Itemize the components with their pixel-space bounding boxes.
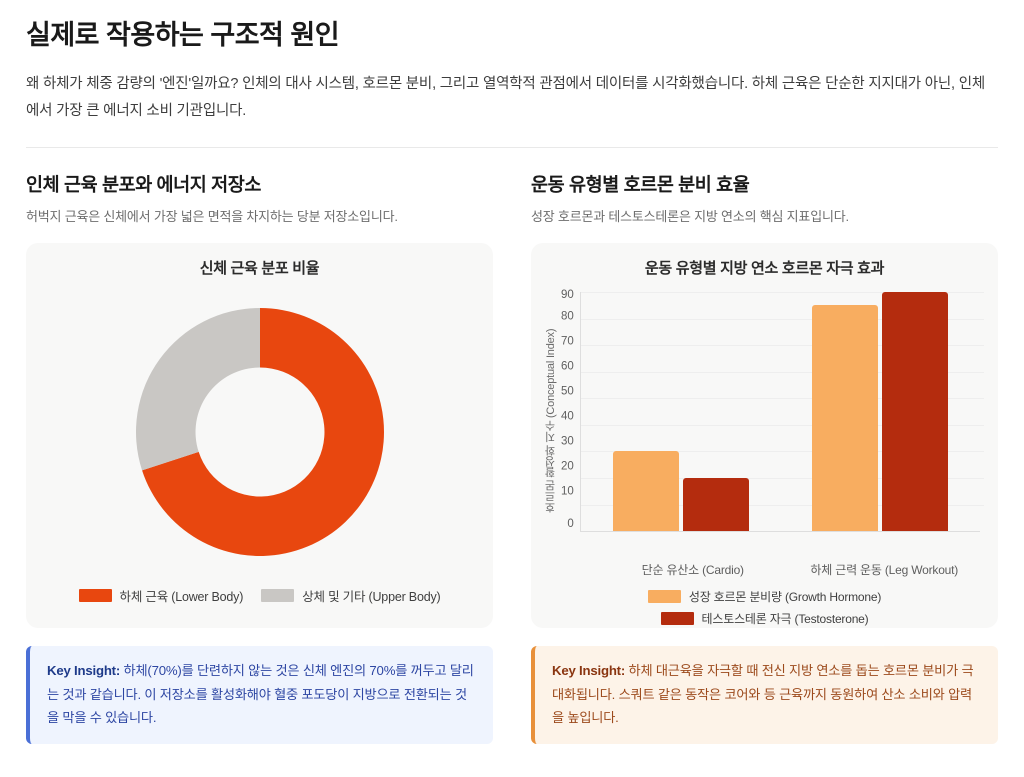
donut-chart-canvas (36, 282, 483, 582)
donut-slice-upper-body[interactable] (135, 308, 260, 471)
legend-swatch-lower-body (78, 589, 112, 603)
legend-swatch-growth-hormone (647, 590, 681, 604)
left-column: 인체 근육 분포와 에너지 저장소 허벅지 근육은 신체에서 가장 넓은 면적을… (26, 172, 493, 744)
right-column: 운동 유형별 호르몬 분비 효율 성장 호르몬과 테스토스테론은 지방 연소의 … (531, 172, 998, 744)
left-section-subtitle: 허벅지 근육은 신체에서 가장 넓은 면적을 차지하는 당분 저장소입니다. (26, 208, 398, 224)
bar-chart-plot-area (579, 292, 984, 533)
left-section-title: 인체 근육 분포와 에너지 저장소 (26, 173, 262, 195)
legend-item-upper-body[interactable]: 상체 및 기타 (Upper Body) (261, 586, 441, 605)
y-tick: 30 (561, 434, 574, 447)
y-tick: 20 (561, 459, 574, 472)
right-key-insight-label: Key Insight: (552, 663, 626, 679)
right-section-subtitle: 성장 호르몬과 테스토스테론은 지방 연소의 핵심 지표입니다. (531, 208, 849, 224)
donut-chart-title: 신체 근육 분포 비율 (199, 260, 320, 278)
bar-chart-canvas: 호르몬 활성화 지수 (Conceptual Index) 90 80 70 6… (541, 282, 988, 554)
bar-testosterone-leg-workout[interactable] (882, 292, 949, 532)
gridline (580, 398, 984, 400)
gridline (580, 477, 984, 479)
bar-growth-hormone-cardio[interactable] (612, 451, 679, 532)
bar-chart-legend: 성장 호르몬 분비량 (Growth Hormone) 테스토스테론 자극 (T… (541, 588, 988, 627)
y-tick: 90 (561, 289, 574, 302)
page-title: 실제로 작용하는 구조적 원인 (26, 20, 340, 50)
gridline (580, 451, 984, 453)
right-key-insight-box: Key Insight: 하체 대근육을 자극할 때 전신 지방 연소를 돕는 … (531, 646, 998, 744)
bar-group-cardio (581, 292, 781, 532)
page-intro-paragraph: 왜 하체가 체중 감량의 '엔진'일까요? 인체의 대사 시스템, 호르몬 분비… (26, 76, 985, 119)
legend-item-lower-body[interactable]: 하체 근육 (Lower Body) (78, 586, 244, 605)
gridline (580, 424, 984, 426)
y-tick: 80 (561, 310, 574, 323)
two-column-layout: 인체 근육 분포와 에너지 저장소 허벅지 근육은 신체에서 가장 넓은 면적을… (26, 172, 998, 744)
gridline (580, 292, 984, 294)
right-key-insight-text: 하체 대근육을 자극할 때 전신 지방 연소를 돕는 호르몬 분비가 극대화됩니… (552, 663, 974, 726)
bar-chart-card: 운동 유형별 지방 연소 호르몬 자극 효과 호르몬 활성화 지수 (Conce… (531, 243, 998, 629)
bar-group-leg-workout (780, 292, 980, 532)
donut-svg (135, 308, 384, 557)
y-tick: 70 (561, 335, 574, 348)
bar-chart-y-ticks: 90 80 70 60 50 40 30 20 10 0 (561, 289, 580, 530)
bar-testosterone-cardio[interactable] (682, 478, 749, 532)
donut-legend: 하체 근육 (Lower Body) 상체 및 기타 (Upper Body) (36, 586, 483, 605)
y-tick: 10 (561, 484, 574, 497)
bar-chart-x-labels: 단순 유산소 (Cardio) 하체 근력 운동 (Leg Workout) (597, 561, 980, 578)
left-key-insight-label: Key Insight: (47, 663, 121, 679)
legend-item-growth-hormone[interactable]: 성장 호르몬 분비량 (Growth Hormone) (647, 588, 882, 605)
right-section-title: 운동 유형별 호르몬 분비 효율 (531, 173, 750, 195)
legend-label-testosterone: 테스토스테론 자극 (Testosterone) (701, 612, 869, 627)
y-tick: 60 (561, 360, 574, 373)
legend-label-upper-body: 상체 및 기타 (Upper Body) (302, 590, 441, 605)
donut-slice-lower-body[interactable] (141, 308, 384, 557)
bar-growth-hormone-leg-workout[interactable] (812, 305, 879, 532)
header-divider (26, 146, 998, 148)
y-tick: 0 (567, 517, 574, 530)
left-key-insight-box: Key Insight: 하체(70%)를 단련하지 않는 것은 신체 엔진의 … (26, 646, 493, 744)
legend-swatch-upper-body (261, 589, 295, 603)
bar-chart-title: 운동 유형별 지방 연소 호르몬 자극 효과 (644, 260, 885, 278)
legend-label-growth-hormone: 성장 호르몬 분비량 (Growth Hormone) (688, 590, 882, 605)
gridline (580, 318, 984, 320)
x-label-leg-workout: 하체 근력 운동 (Leg Workout) (810, 563, 959, 578)
y-tick: 50 (561, 385, 574, 398)
legend-swatch-testosterone (660, 612, 694, 626)
legend-item-testosterone[interactable]: 테스토스테론 자극 (Testosterone) (660, 610, 869, 627)
gridline (580, 371, 984, 373)
donut-chart-card: 신체 근육 분포 비율 하체 근육 (Lower Body) (26, 243, 493, 629)
x-label-cardio: 단순 유산소 (Cardio) (641, 563, 744, 578)
legend-label-lower-body: 하체 근육 (Lower Body) (119, 590, 244, 605)
y-tick: 40 (561, 410, 574, 423)
bar-chart-y-axis-label: 호르몬 활성화 지수 (Conceptual Index) (545, 328, 557, 514)
left-key-insight-text: 하체(70%)를 단련하지 않는 것은 신체 엔진의 70%를 꺼두고 달리는 … (47, 663, 474, 726)
bar-groups (581, 292, 980, 532)
gridline (580, 504, 984, 506)
gridline (580, 345, 984, 347)
